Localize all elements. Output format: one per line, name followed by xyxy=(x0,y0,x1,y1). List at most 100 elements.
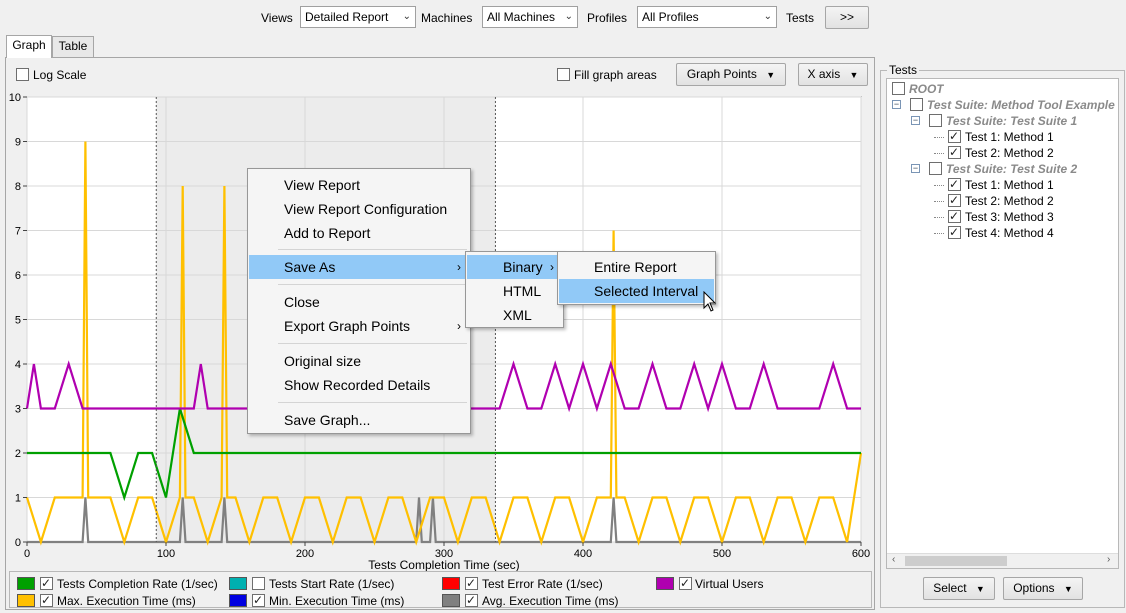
triangle-down-icon: ▼ xyxy=(766,70,776,80)
x-tick-label: 300 xyxy=(435,548,453,560)
tree-suite-method-tool-example-label[interactable]: Test Suite: Method Tool Example xyxy=(927,98,1115,112)
y-tick-label: 1 xyxy=(15,493,21,505)
menu-entire-report[interactable]: Entire Report xyxy=(594,259,677,275)
menu-save-graph[interactable]: Save Graph... xyxy=(284,412,371,428)
machines-select[interactable]: All Machines ⌄ xyxy=(482,6,578,28)
series-line-avg-execution-time-ms xyxy=(27,497,861,544)
legend-checkbox-tests-start-rate-1-sec[interactable] xyxy=(252,577,265,590)
legend-swatch-test-error-rate-1-sec xyxy=(442,577,460,590)
options-button[interactable]: Options ▼ xyxy=(1003,577,1083,600)
profiles-label: Profiles xyxy=(587,11,628,25)
views-select[interactable]: Detailed Report ⌄ xyxy=(300,6,416,28)
menu-add-to-report[interactable]: Add to Report xyxy=(284,225,371,241)
y-tick-label: 2 xyxy=(15,448,21,460)
collapse-icon[interactable]: − xyxy=(911,163,920,173)
legend-checkbox-min-execution-time-ms[interactable] xyxy=(252,592,265,608)
tests-expand-button[interactable]: >> xyxy=(825,6,869,29)
tree-suite1-test-1-label[interactable]: Test 1: Method 1 xyxy=(965,130,1054,144)
menu-save-as-label: Save As xyxy=(284,259,336,275)
tab-graph[interactable]: Graph xyxy=(6,35,52,58)
tree-suite2-test-1-checkbox[interactable] xyxy=(948,176,961,192)
menu-html[interactable]: HTML xyxy=(503,283,542,299)
tree-suite2-test-4-label[interactable]: Test 4: Method 4 xyxy=(965,226,1054,240)
chevron-right-icon: › xyxy=(457,319,461,333)
tree-suite-1-label[interactable]: Test Suite: Test Suite 1 xyxy=(946,114,1078,128)
profiles-select[interactable]: All Profiles ⌄ xyxy=(637,6,777,28)
menu-save-as[interactable]: Save As › xyxy=(249,255,469,279)
legend-swatch-min-execution-time-ms xyxy=(229,594,247,607)
menu-separator xyxy=(278,343,467,344)
tree-connector xyxy=(934,137,944,138)
legend-checkbox-virtual-users[interactable] xyxy=(679,575,692,591)
chevron-left-icon[interactable]: ‹ xyxy=(892,554,896,565)
legend-checkbox-max-execution-time-ms[interactable] xyxy=(40,592,53,608)
fill-areas-checkbox[interactable] xyxy=(557,68,570,81)
tree-suite2-test-4-checkbox[interactable] xyxy=(948,224,961,240)
legend-label-virtual-users: Virtual Users xyxy=(695,577,764,591)
graph-points-button[interactable]: Graph Points ▼ xyxy=(676,63,786,86)
select-button[interactable]: Select ▼ xyxy=(923,577,995,600)
menu-binary[interactable]: Binary › xyxy=(467,255,562,279)
tree-horizontal-scrollbar[interactable]: ‹ › xyxy=(887,553,1118,568)
tests-label: Tests xyxy=(786,11,815,25)
log-scale-checkbox[interactable] xyxy=(16,68,29,81)
tree-suite2-test-2-checkbox[interactable] xyxy=(948,192,961,208)
legend-label-tests-completion-rate-1-sec: Tests Completion Rate (1/sec) xyxy=(57,577,218,591)
tree-root-label[interactable]: ROOT xyxy=(909,82,944,96)
collapse-icon[interactable]: − xyxy=(911,115,920,125)
fill-areas-label: Fill graph areas xyxy=(574,68,657,82)
x-tick-label: 500 xyxy=(713,548,731,560)
menu-selected-interval[interactable]: Selected Interval xyxy=(559,279,714,303)
machines-value: All Machines xyxy=(487,10,556,24)
menu-show-recorded-details[interactable]: Show Recorded Details xyxy=(284,377,431,393)
tests-group: Tests xyxy=(880,63,1125,608)
collapse-icon[interactable]: − xyxy=(892,99,901,109)
tree-suite-1-checkbox[interactable] xyxy=(929,114,942,127)
tree-connector xyxy=(934,217,944,218)
legend-label-avg-execution-time-ms: Avg. Execution Time (ms) xyxy=(482,594,619,608)
tree-suite2-test-1-label[interactable]: Test 1: Method 1 xyxy=(965,178,1054,192)
tree-suite2-test-3-checkbox[interactable] xyxy=(948,208,961,224)
menu-original-size[interactable]: Original size xyxy=(284,353,362,369)
menu-xml[interactable]: XML xyxy=(503,307,532,323)
y-tick-label: 9 xyxy=(15,137,21,149)
menu-view-report-configuration[interactable]: View Report Configuration xyxy=(284,201,448,217)
tree-root-checkbox[interactable] xyxy=(892,82,905,95)
y-tick-label: 7 xyxy=(15,226,21,238)
chevron-down-icon: ⌄ xyxy=(763,11,772,22)
menu-close[interactable]: Close xyxy=(284,294,320,310)
tests-tree[interactable] xyxy=(886,78,1119,569)
tree-suite-2-label[interactable]: Test Suite: Test Suite 2 xyxy=(946,162,1078,176)
menu-binary-label: Binary xyxy=(503,259,543,275)
legend-checkbox-test-error-rate-1-sec[interactable] xyxy=(465,575,478,591)
legend-swatch-max-execution-time-ms xyxy=(17,594,35,607)
tree-suite-method-tool-example-checkbox[interactable] xyxy=(910,98,923,111)
tab-table[interactable]: Table xyxy=(52,36,94,57)
x-tick-label: 600 xyxy=(852,548,870,560)
chevron-right-icon: › xyxy=(550,260,554,274)
legend-checkbox-tests-completion-rate-1-sec[interactable] xyxy=(40,575,53,591)
graph-context-menu: View Report View Report Configuration Ad… xyxy=(247,168,471,434)
save-as-submenu: Binary › HTML XML xyxy=(465,251,564,328)
legend-panel xyxy=(9,571,872,608)
profiles-value: All Profiles xyxy=(642,10,699,24)
menu-separator xyxy=(278,249,467,250)
y-tick-label: 10 xyxy=(9,92,21,104)
tree-suite1-test-2-label[interactable]: Test 2: Method 2 xyxy=(965,146,1054,160)
x-axis-button[interactable]: X axis ▼ xyxy=(798,63,868,86)
mouse-cursor-icon xyxy=(703,291,717,312)
scrollbar-thumb[interactable] xyxy=(905,556,1007,566)
menu-export-graph-points-label: Export Graph Points xyxy=(284,318,411,334)
triangle-down-icon: ▼ xyxy=(975,584,985,594)
tree-suite-2-checkbox[interactable] xyxy=(929,162,942,175)
tests-group-title: Tests xyxy=(889,63,918,77)
chevron-right-icon[interactable]: › xyxy=(1107,554,1111,565)
legend-swatch-virtual-users xyxy=(656,577,674,590)
menu-export-graph-points[interactable]: Export Graph Points › xyxy=(249,314,469,338)
tree-suite1-test-1-checkbox[interactable] xyxy=(948,128,961,144)
menu-view-report[interactable]: View Report xyxy=(284,177,361,193)
tree-suite1-test-2-checkbox[interactable] xyxy=(948,144,961,160)
legend-checkbox-avg-execution-time-ms[interactable] xyxy=(465,592,478,608)
tree-suite2-test-3-label[interactable]: Test 3: Method 3 xyxy=(965,210,1054,224)
tree-suite2-test-2-label[interactable]: Test 2: Method 2 xyxy=(965,194,1054,208)
